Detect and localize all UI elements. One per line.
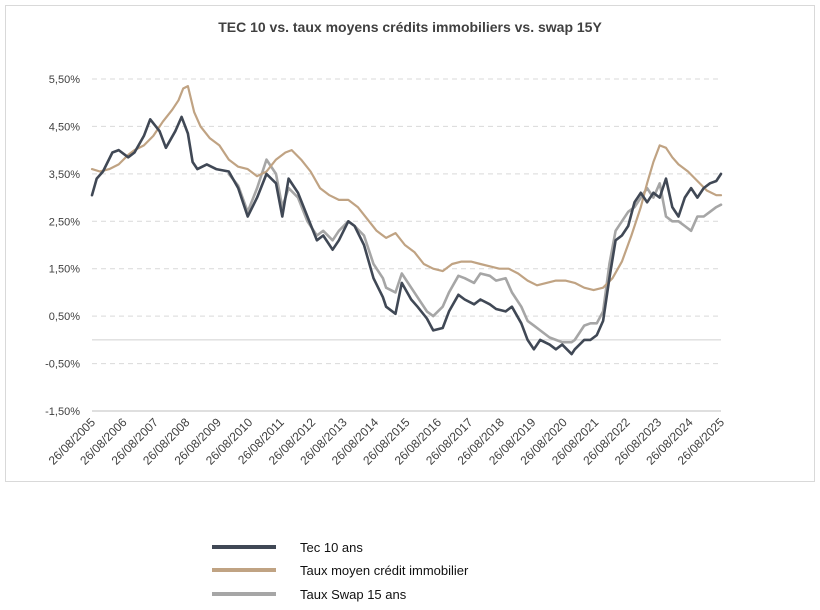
legend-swatch-swap15 [212, 592, 276, 596]
series-line-0 [90, 115, 723, 356]
series-lines [90, 84, 723, 356]
chart-title: TEC 10 vs. taux moyens crédits immobilie… [218, 19, 602, 35]
legend-label-tec10: Tec 10 ans [300, 539, 363, 555]
y-tick-label-0: 5,50% [49, 74, 80, 86]
y-tick-label-3: 2,50% [49, 216, 80, 228]
line-chart: TEC 10 vs. taux moyens crédits immobilie… [45, 19, 728, 468]
y-tick-label-7: -1,50% [45, 406, 80, 418]
series-line-1 [90, 84, 723, 292]
gridlines [92, 78, 721, 412]
y-axis-tick-labels: 5,50% 4,50% 3,50% 2,50% 1,50% 0,50% -0,50% -1,5… [45, 74, 80, 418]
legend-item-swap15: Taux Swap 15 ans [212, 583, 406, 605]
legend-swatch-tec10 [212, 545, 276, 549]
y-tick-label-6: -0,50% [45, 359, 80, 371]
y-tick-label-1: 4,50% [49, 121, 80, 133]
y-tick-label-5: 0,50% [49, 311, 80, 323]
legend-item-tec10: Tec 10 ans [212, 536, 363, 558]
legend-label-credit-immobilier: Taux moyen crédit immobilier [300, 562, 469, 578]
legend-swatch-credit-immobilier [212, 568, 276, 572]
legend-label-swap15: Taux Swap 15 ans [300, 586, 407, 602]
y-tick-label-4: 1,50% [49, 264, 80, 276]
chart-legend: Tec 10 ans Taux moyen crédit immobilier … [212, 536, 612, 606]
y-tick-label-2: 3,50% [49, 169, 80, 181]
chart-frame: TEC 10 vs. taux moyens crédits immobilie… [5, 5, 815, 482]
legend-item-credit-immobilier: Taux moyen crédit immobilier [212, 559, 468, 581]
x-axis-tick-labels: 26/08/200526/08/200626/08/200726/08/2008… [46, 415, 728, 468]
